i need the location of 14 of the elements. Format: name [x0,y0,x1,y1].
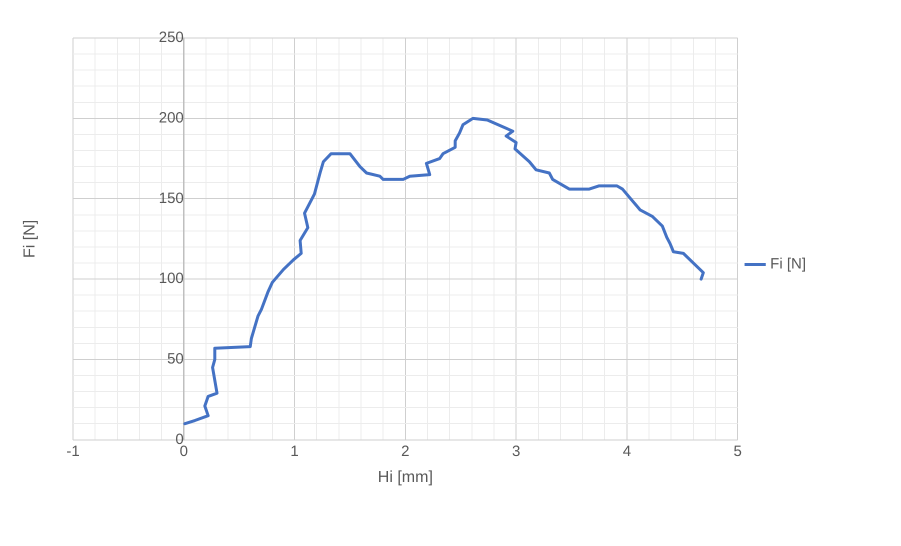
x-tick-label: -1 [66,442,80,460]
x-tick-label: 4 [622,442,632,460]
y-tick-label: 250 [158,29,184,46]
y-tick-label: 150 [158,190,184,207]
y-tick-label: 50 [167,350,184,368]
x-tick-label: 5 [734,442,742,460]
x-tick-label: 3 [512,442,520,460]
x-axis-title: Hi [mm] [378,468,433,486]
y-tick-label: 100 [158,270,184,288]
legend-label: Fi [N] [770,256,806,273]
y-tick-label: 200 [158,110,184,126]
y-axis-title: Fi [N] [21,220,38,258]
x-tick-label: 2 [401,442,410,460]
x-tick-label: 1 [290,442,299,460]
